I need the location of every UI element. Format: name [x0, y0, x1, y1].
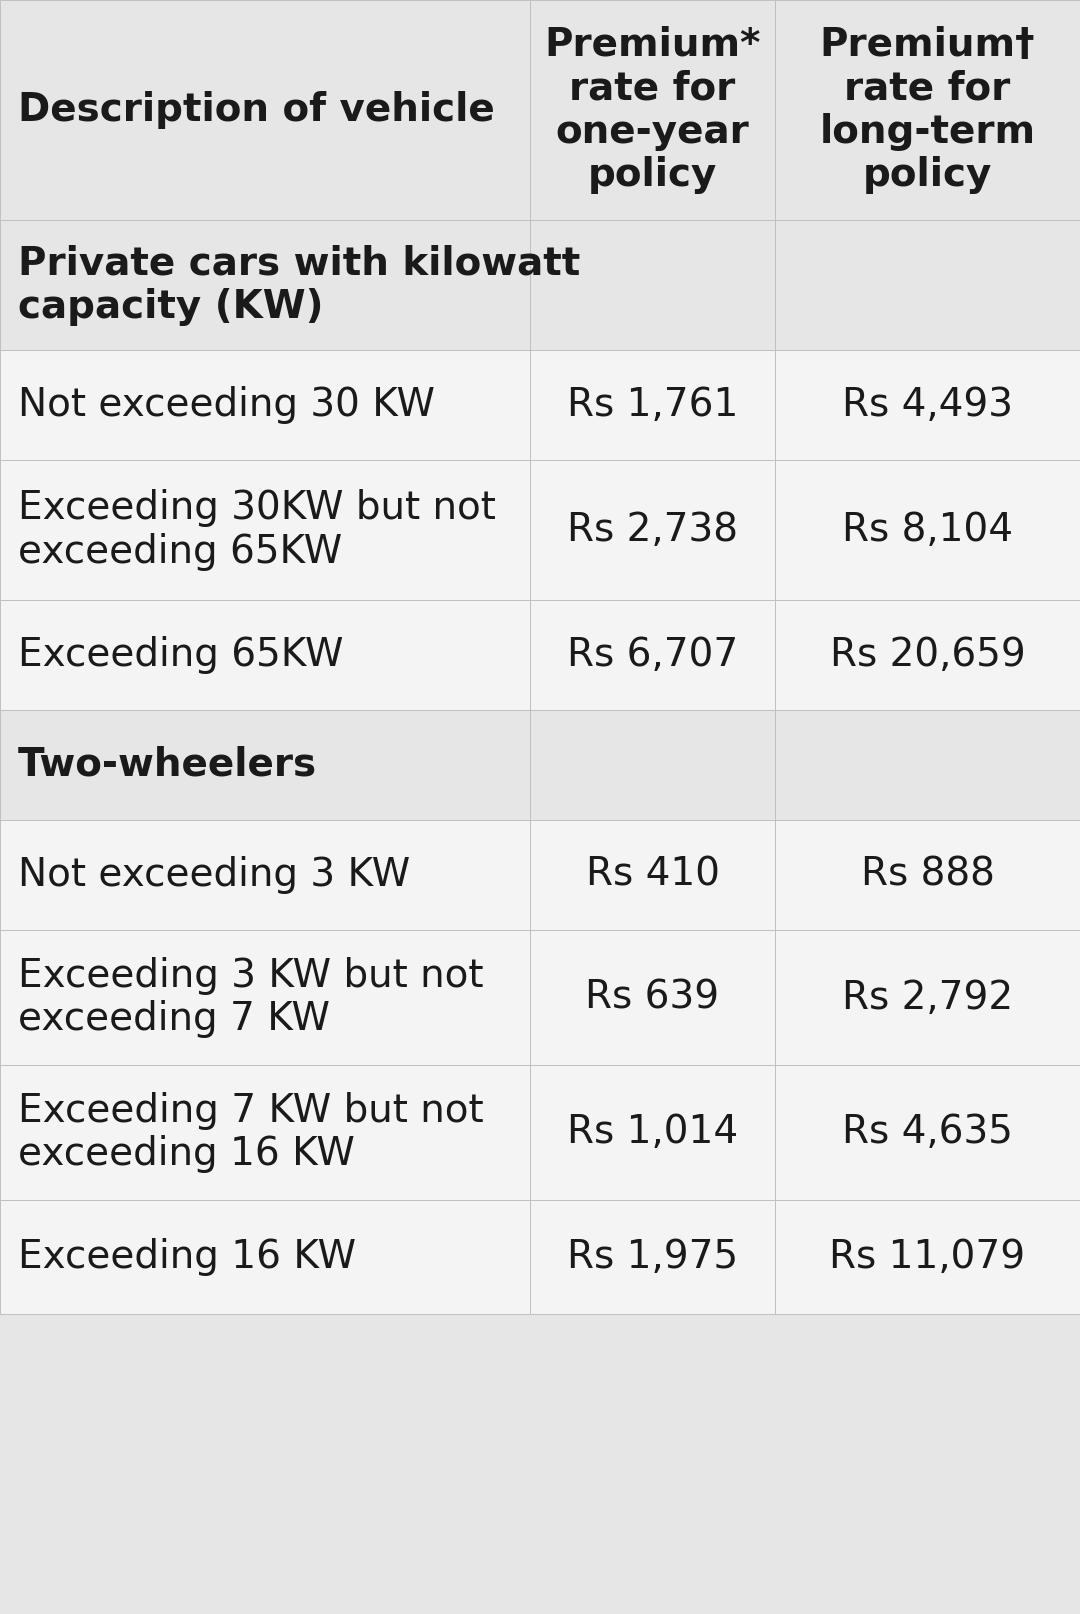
Bar	[0, 220, 530, 350]
Bar	[530, 0, 775, 220]
Text: Rs 4,493: Rs 4,493	[842, 386, 1013, 424]
Text: Two-wheelers: Two-wheelers	[18, 746, 318, 784]
Text: Private cars with kilowatt: Private cars with kilowatt	[18, 244, 580, 282]
Text: rate for: rate for	[845, 69, 1011, 107]
Text: policy: policy	[588, 157, 717, 194]
Text: Rs 888: Rs 888	[861, 855, 995, 894]
Text: Rs 2,738: Rs 2,738	[567, 512, 738, 549]
Text: Exceeding 3 KW but not: Exceeding 3 KW but not	[18, 957, 484, 994]
Text: Rs 2,792: Rs 2,792	[842, 978, 1013, 1017]
Bar	[0, 710, 530, 820]
Bar	[530, 460, 775, 600]
Bar	[775, 350, 1080, 460]
Text: Rs 4,635: Rs 4,635	[842, 1114, 1013, 1151]
Bar	[0, 930, 530, 1065]
Bar	[530, 930, 775, 1065]
Text: Rs 20,659: Rs 20,659	[829, 636, 1025, 675]
Bar	[530, 600, 775, 710]
Text: long-term: long-term	[820, 113, 1036, 150]
Bar	[0, 1065, 530, 1199]
Bar	[0, 600, 530, 710]
Bar	[775, 1199, 1080, 1314]
Bar	[775, 930, 1080, 1065]
Text: exceeding 65KW: exceeding 65KW	[18, 533, 342, 571]
Text: Not exceeding 3 KW: Not exceeding 3 KW	[18, 855, 410, 894]
Text: Rs 410: Rs 410	[585, 855, 719, 894]
Text: Rs 639: Rs 639	[585, 978, 719, 1017]
Bar	[775, 600, 1080, 710]
Bar	[530, 220, 775, 350]
Text: Rs 11,079: Rs 11,079	[829, 1238, 1026, 1277]
Text: Exceeding 16 KW: Exceeding 16 KW	[18, 1238, 356, 1277]
Bar	[530, 1065, 775, 1199]
Bar	[0, 1199, 530, 1314]
Bar	[775, 820, 1080, 930]
Bar	[530, 710, 775, 820]
Text: Description of vehicle: Description of vehicle	[18, 90, 495, 129]
Bar	[0, 460, 530, 600]
Text: Not exceeding 30 KW: Not exceeding 30 KW	[18, 386, 435, 424]
Bar	[530, 350, 775, 460]
Text: one-year: one-year	[555, 113, 750, 150]
Text: Rs 1,761: Rs 1,761	[567, 386, 739, 424]
Bar	[0, 350, 530, 460]
Text: Rs 6,707: Rs 6,707	[567, 636, 738, 675]
Text: Rs 1,014: Rs 1,014	[567, 1114, 738, 1151]
Bar	[775, 460, 1080, 600]
Text: rate for: rate for	[569, 69, 735, 107]
Bar	[0, 0, 530, 220]
Text: Rs 1,975: Rs 1,975	[567, 1238, 738, 1277]
Text: Exceeding 65KW: Exceeding 65KW	[18, 636, 343, 675]
Bar	[530, 1199, 775, 1314]
Text: Exceeding 30KW but not: Exceeding 30KW but not	[18, 489, 496, 528]
Text: Exceeding 7 KW but not: Exceeding 7 KW but not	[18, 1091, 484, 1130]
Bar	[0, 820, 530, 930]
Text: exceeding 7 KW: exceeding 7 KW	[18, 1001, 330, 1038]
Text: exceeding 16 KW: exceeding 16 KW	[18, 1135, 355, 1173]
Text: Premium*: Premium*	[544, 26, 760, 65]
Bar	[775, 220, 1080, 350]
Text: policy: policy	[863, 157, 993, 194]
Bar	[775, 710, 1080, 820]
Bar	[530, 820, 775, 930]
Bar	[775, 1065, 1080, 1199]
Text: capacity (KW): capacity (KW)	[18, 287, 324, 326]
Text: Rs 8,104: Rs 8,104	[842, 512, 1013, 549]
Bar	[775, 0, 1080, 220]
Text: Premium†: Premium†	[820, 26, 1036, 65]
